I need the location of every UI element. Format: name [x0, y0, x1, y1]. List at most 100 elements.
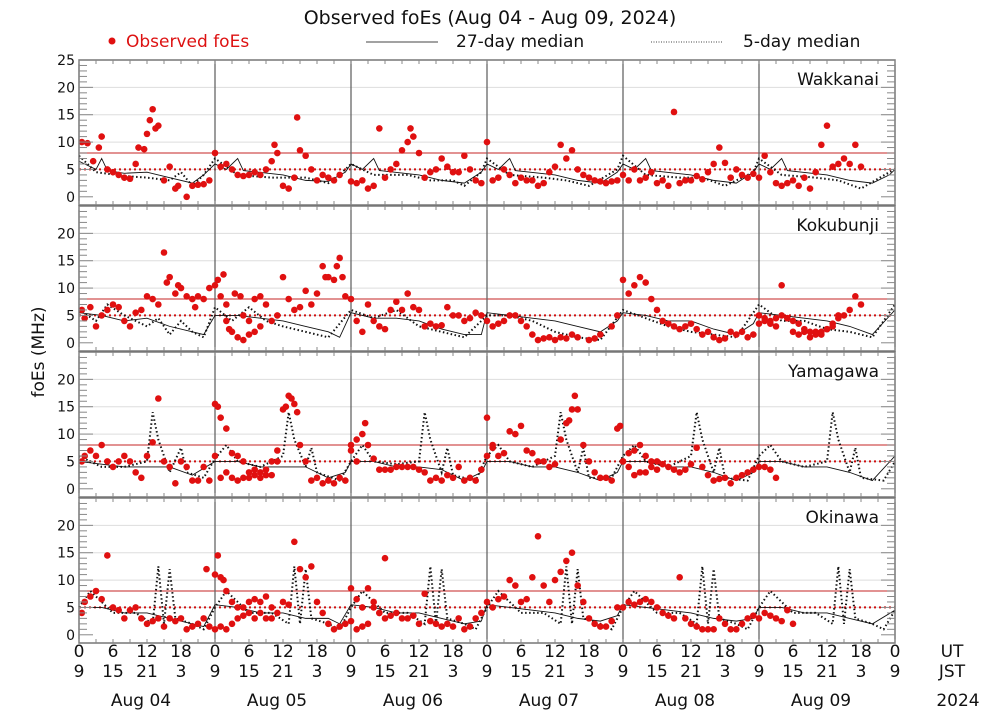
- observed-point: [364, 441, 372, 449]
- observed-point: [285, 295, 292, 303]
- observed-point: [189, 295, 196, 303]
- observed-point: [585, 336, 593, 344]
- observed-point: [687, 177, 695, 184]
- observed-point: [427, 477, 434, 484]
- observed-point: [704, 626, 712, 633]
- series-5day-median: [78, 154, 896, 190]
- observed-point: [676, 325, 683, 333]
- x-tick-label-ut: 18: [578, 642, 600, 662]
- observed-point: [268, 471, 275, 479]
- observed-point: [95, 144, 103, 151]
- observed-point: [489, 177, 496, 184]
- observed-point: [517, 317, 525, 325]
- observed-point: [217, 163, 224, 170]
- observed-point: [744, 334, 751, 341]
- observed-point: [699, 626, 706, 633]
- observed-point: [823, 325, 831, 333]
- x-tick-label-jst: 9: [74, 662, 85, 682]
- observed-point: [160, 249, 168, 256]
- legend: Observed foEs 27-day median 5-day median: [108, 32, 860, 52]
- observed-point: [512, 312, 519, 319]
- observed-point: [602, 474, 610, 482]
- observed-point: [245, 609, 253, 617]
- observed-point: [302, 287, 309, 295]
- y-tick-label: 0: [66, 482, 75, 498]
- observed-point: [223, 469, 230, 476]
- observed-point: [795, 331, 802, 338]
- observed-point: [109, 301, 117, 308]
- observed-point: [568, 331, 576, 338]
- observed-point: [659, 177, 666, 184]
- observed-point: [568, 549, 576, 557]
- observed-point: [733, 626, 740, 633]
- observed-point: [398, 463, 406, 471]
- observed-point: [534, 533, 542, 540]
- observed-point: [597, 474, 604, 482]
- observed-point: [174, 182, 182, 190]
- observed-point: [268, 615, 275, 622]
- observed-point: [293, 114, 301, 121]
- observed-point: [829, 320, 836, 327]
- observed-point: [262, 166, 270, 173]
- observed-point: [415, 620, 423, 628]
- observed-point: [279, 182, 287, 190]
- observed-point: [200, 615, 207, 622]
- observed-point: [245, 598, 253, 606]
- x-tick-label-ut: 0: [618, 642, 629, 662]
- x-tick-label-jst: 3: [312, 662, 323, 682]
- observed-point: [223, 317, 230, 325]
- observed-point: [534, 182, 542, 190]
- station-label: Yamagawa: [787, 362, 879, 382]
- observed-point: [387, 612, 394, 619]
- observed-point: [716, 615, 723, 622]
- observed-point: [359, 328, 366, 336]
- observed-point: [755, 174, 763, 181]
- station-label: Wakkanai: [797, 70, 879, 90]
- observed-point: [109, 463, 117, 471]
- panel-okinawa: 0 5 10 15 20 Okinawa: [57, 497, 896, 644]
- observed-point: [693, 325, 700, 333]
- observed-point: [381, 466, 389, 473]
- observed-point: [625, 290, 632, 297]
- observed-point: [251, 295, 258, 303]
- observed-point: [353, 458, 360, 465]
- observed-point: [529, 331, 536, 338]
- observed-point: [217, 414, 224, 421]
- observed-point: [257, 292, 264, 300]
- observed-point: [574, 166, 581, 173]
- observed-point: [857, 301, 865, 308]
- observed-point: [738, 620, 746, 628]
- observed-point: [132, 160, 139, 168]
- observed-point: [296, 565, 304, 573]
- observed-point: [166, 163, 173, 170]
- observed-point: [670, 466, 678, 473]
- observed-point: [160, 177, 168, 184]
- observed-point: [616, 422, 624, 430]
- observed-point: [104, 166, 111, 173]
- day-label: Aug 07: [519, 691, 579, 711]
- observed-point: [251, 328, 258, 336]
- observed-point: [648, 463, 655, 471]
- observed-point: [693, 444, 700, 452]
- observed-point: [353, 317, 360, 325]
- observed-point: [353, 436, 360, 443]
- observed-point: [138, 306, 145, 314]
- x-tick-label-ut: 12: [816, 642, 838, 662]
- observed-point: [376, 323, 383, 330]
- x-tick-label-ut: 18: [714, 642, 736, 662]
- x-tick-label-jst: 9: [210, 662, 221, 682]
- x-tick-label-ut: 0: [890, 642, 901, 662]
- x-tick-label-jst: 9: [890, 662, 901, 682]
- observed-point: [432, 620, 440, 628]
- observed-point: [427, 168, 434, 176]
- y-tick-label: 10: [57, 135, 75, 151]
- observed-point: [98, 312, 105, 319]
- observed-point: [546, 334, 553, 341]
- observed-point: [104, 458, 111, 465]
- observed-point: [262, 615, 270, 622]
- observed-point: [483, 414, 491, 421]
- observed-point: [727, 480, 734, 487]
- observed-point: [376, 609, 383, 617]
- observed-point: [308, 166, 315, 173]
- observed-point: [574, 334, 581, 341]
